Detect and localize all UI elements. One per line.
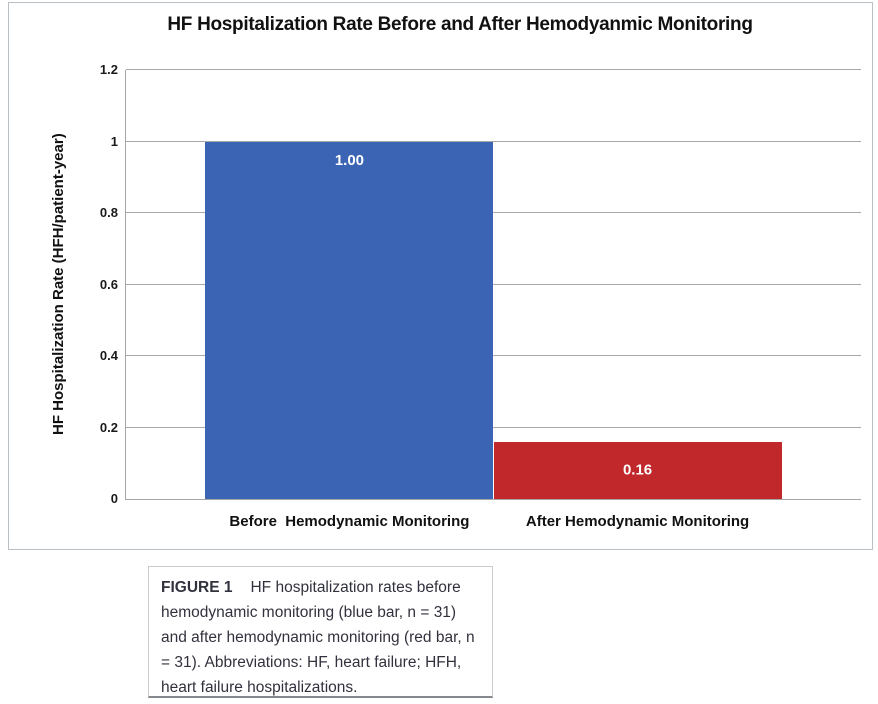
y-tick-label: 0.6 — [99, 276, 118, 292]
bar-value-label: 1.00 — [334, 151, 365, 169]
x-axis-label: After Hemodynamic Monitoring — [525, 513, 750, 530]
gridline — [126, 426, 861, 428]
caption-label: FIGURE 1 — [161, 579, 233, 596]
gridline — [126, 355, 861, 357]
y-tick-label: 0.4 — [99, 348, 118, 364]
y-tick-label: 0.2 — [99, 419, 118, 435]
y-tick-label: 1 — [110, 133, 118, 149]
bar-before-hemodynamic-monitoring: 1.00 — [205, 141, 494, 499]
figure-caption: FIGURE 1 HF hospitalization rates before … — [148, 566, 493, 698]
y-tick-label: 1.2 — [99, 62, 118, 77]
gridline — [126, 283, 861, 285]
gridline — [126, 69, 861, 70]
plot-area: 0 0.2 0.4 0.6 0.8 1 1.2 1.00 Before Hemodynamic … — [100, 62, 861, 530]
y-tick-label: 0.8 — [99, 205, 118, 221]
x-axis-label: Before Hemodynamic Monitoring — [229, 513, 470, 530]
bar-value-label: 0.16 — [622, 461, 653, 479]
y-tick-label: 0 — [110, 491, 118, 506]
gridline — [126, 212, 861, 214]
bar-after-hemodynamic-monitoring: 0.16 — [493, 441, 782, 499]
caption-text: HF hospitalization rates before hemodyna… — [161, 579, 475, 696]
chart-title: HF Hospitalization Rate Before and After… — [167, 14, 753, 35]
gridline — [126, 140, 861, 142]
